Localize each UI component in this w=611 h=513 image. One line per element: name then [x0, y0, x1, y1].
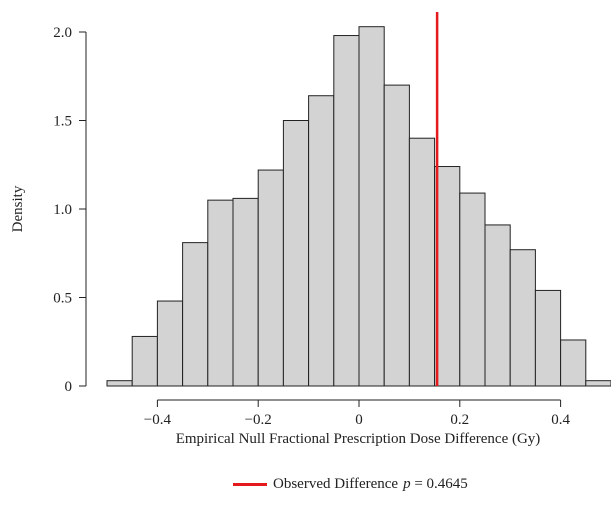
- histogram-bar: [484, 224, 511, 387]
- y-tick-label: 2.0: [53, 25, 72, 41]
- histogram-bar: [585, 380, 611, 387]
- x-tick-label: −0.4: [144, 412, 172, 428]
- histogram-bar: [534, 289, 562, 387]
- histogram-bar: [156, 300, 184, 387]
- y-tick-label: 0: [65, 379, 73, 395]
- legend-swatch-observed-line: [233, 482, 267, 486]
- x-tick-label: 0.2: [450, 412, 469, 428]
- histogram-bar: [383, 84, 410, 387]
- y-axis-label: Density: [10, 185, 26, 232]
- histogram-bars: [106, 26, 611, 387]
- histogram-bar: [358, 26, 385, 387]
- y-tick-label: 0.5: [53, 291, 72, 307]
- x-axis: −0.4 −0.2 0 0.2 0.4: [144, 399, 570, 428]
- y-axis: 0 0.5 1.0 1.5 2.0: [53, 25, 87, 395]
- histogram-bar: [232, 197, 259, 387]
- histogram-bar: [131, 335, 158, 387]
- histogram-bar: [434, 166, 461, 387]
- histogram-bar: [333, 35, 360, 387]
- histogram-bar: [182, 242, 209, 387]
- x-tick-label: 0: [355, 412, 363, 428]
- legend-p-text: = 0.4645: [410, 475, 468, 492]
- histogram-bar: [106, 380, 133, 387]
- histogram-bar: [560, 339, 587, 387]
- y-tick-label: 1.5: [53, 114, 72, 130]
- histogram-bar: [459, 192, 486, 387]
- histogram-bar: [509, 249, 536, 387]
- histogram-bar: [207, 199, 234, 387]
- legend: Observed Difference p = 0.4645: [233, 472, 468, 496]
- x-tick-label: 0.4: [551, 412, 570, 428]
- x-tick-label: −0.2: [245, 412, 272, 428]
- histogram-bar: [408, 137, 436, 387]
- legend-p-value: p = 0.4645: [403, 476, 468, 493]
- x-axis-label: Empirical Null Fractional Prescription D…: [176, 431, 541, 447]
- legend-label: Observed Difference: [273, 475, 399, 492]
- y-tick-label: 1.0: [53, 202, 72, 218]
- histogram-bar: [257, 169, 284, 387]
- histogram-bar: [282, 120, 310, 387]
- legend-p-symbol: p: [403, 475, 411, 492]
- histogram-bar: [308, 95, 335, 387]
